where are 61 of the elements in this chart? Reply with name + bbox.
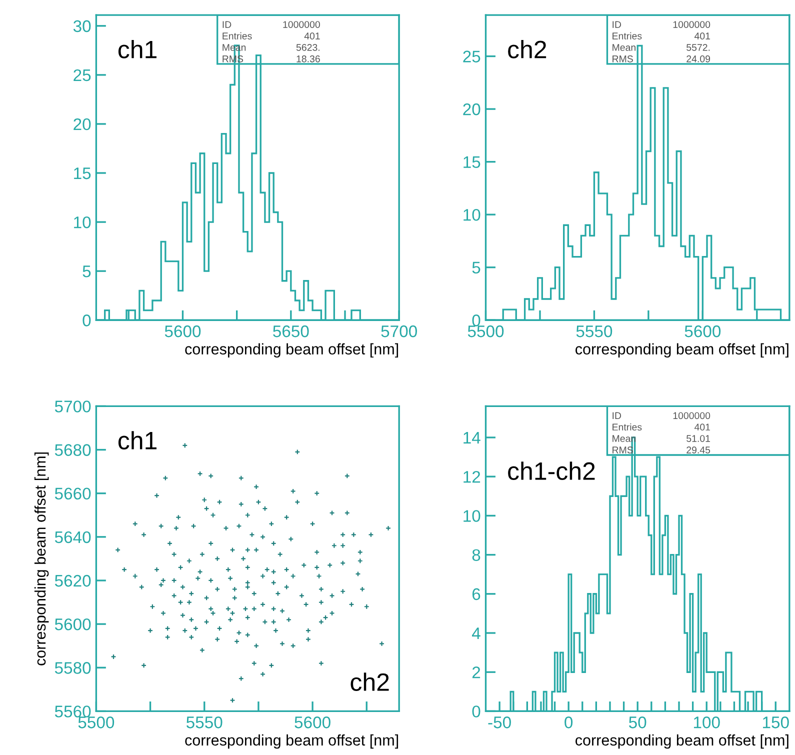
y-tick-label: 5680 — [54, 444, 91, 456]
y-tick-label: 2 — [472, 666, 480, 678]
y-tick-label: 15 — [464, 156, 480, 168]
y-tick-label: 5580 — [54, 662, 91, 674]
y-tick-label: 10 — [74, 216, 91, 228]
y-tick-label: 0 — [82, 314, 91, 326]
text: Entries 401 — [222, 32, 320, 40]
y-tick-label: 5660 — [54, 488, 91, 500]
y-tick-label: 25 — [463, 50, 480, 62]
x-axis-title: corresponding beam offset [nm] — [185, 734, 398, 749]
text: ch2 — [508, 40, 546, 58]
y-tick-label: 0 — [472, 706, 480, 718]
text: ch1-ch2 — [508, 462, 595, 480]
y-tick-label: 25 — [74, 69, 91, 82]
y-tick-label: 10 — [464, 510, 480, 522]
y-tick-label: 15 — [74, 168, 91, 180]
y-tick-label: 10 — [464, 208, 480, 221]
y-tick-label: 5620 — [54, 574, 91, 587]
x-tick-label: 5550 — [186, 716, 222, 728]
x-tick-label: 0 — [564, 716, 573, 728]
text: Mean 5572. — [612, 44, 710, 51]
y-tick-label: 6 — [472, 588, 480, 600]
y-tick-label: 5700 — [54, 400, 91, 412]
y-tick-label: 8 — [472, 549, 480, 561]
x-tick-label: 5650 — [273, 325, 309, 338]
text: Entries 401 — [612, 423, 710, 431]
x-tick-label: 5500 — [468, 325, 504, 338]
y-tick-label: 30 — [73, 20, 91, 32]
y-tick-label: 5 — [472, 262, 480, 274]
y-tick-label: 12 — [464, 470, 480, 483]
y-tick-label: 5640 — [54, 531, 91, 544]
x-tick-label: 5600 — [294, 716, 330, 728]
x-tick-label: 5700 — [381, 325, 417, 338]
text: ch1 — [118, 40, 156, 58]
x-tick-label: 50 — [628, 716, 646, 728]
x-axis-title: corresponding beam offset [nm] — [185, 343, 398, 358]
y-tick-label: 0 — [472, 314, 480, 326]
x-tick-label: 5550 — [576, 325, 612, 338]
y-tick-label: 5600 — [54, 618, 91, 630]
x-tick-label: 5500 — [78, 716, 114, 728]
text: ch1 — [118, 431, 156, 450]
y-tick-label: 5 — [82, 266, 91, 278]
y-tick-label: 5560 — [54, 706, 91, 718]
x-axis-title: corresponding beam offset [nm] — [576, 343, 788, 358]
text: ID 1000000 — [612, 412, 710, 420]
text: ID 1000000 — [222, 21, 320, 28]
x-axis-title: corresponding beam offset [nm] — [576, 734, 788, 749]
y-tick-label: 20 — [463, 103, 480, 116]
text: ID 1000000 — [612, 21, 710, 28]
text: RMS 24.09 — [612, 55, 710, 62]
y-tick-label: 14 — [464, 432, 480, 444]
annotation: ch2 — [350, 672, 389, 692]
y-tick-label: 20 — [74, 118, 91, 130]
x-tick-label: 5600 — [684, 325, 721, 338]
x-tick-label: 150 — [763, 716, 789, 728]
x-tick-label: -50 — [488, 716, 511, 728]
y-axis-title: corresponding beam offset [nm] — [34, 452, 49, 666]
y-tick-label: 4 — [472, 628, 480, 640]
x-tick-label: 5600 — [164, 325, 201, 338]
text: Entries 401 — [612, 32, 710, 40]
x-tick-label: 100 — [694, 716, 720, 728]
